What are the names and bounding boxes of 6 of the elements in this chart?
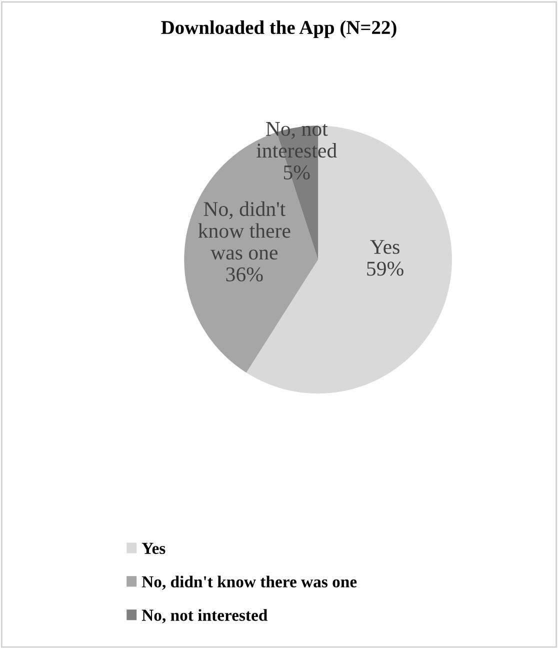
legend-label: No, didn't know there was one [142, 576, 357, 590]
data-label: No, didn't know there was one 36% [198, 201, 290, 282]
legend-label: No, not interested [142, 609, 268, 624]
chart-title: Downloaded the App (N=22) [161, 20, 396, 38]
data-label: Yes 59% [367, 240, 404, 276]
legend-label: Yes [142, 542, 166, 554]
